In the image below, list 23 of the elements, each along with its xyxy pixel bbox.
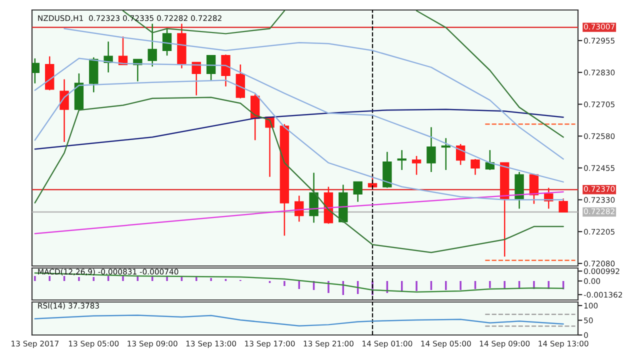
candlestick [441, 138, 450, 171]
candlestick [148, 23, 157, 68]
candlestick [89, 56, 98, 93]
candlestick [32, 58, 40, 84]
line-series [34, 96, 564, 254]
candlestick [60, 78, 69, 143]
line-series [34, 191, 564, 234]
candlestick [514, 171, 524, 210]
candlestick [470, 158, 480, 176]
candlestick [192, 62, 201, 96]
candlestick [221, 54, 230, 88]
candlestick [397, 149, 406, 171]
candlestick [162, 28, 172, 56]
candlestick [426, 126, 436, 173]
candlestick [353, 181, 362, 202]
line-series [34, 314, 564, 326]
candlestick [206, 54, 216, 81]
candlestick [412, 155, 422, 176]
candlestick [236, 64, 246, 100]
line-series [64, 28, 564, 160]
candlestick [309, 172, 318, 224]
candlestick [558, 198, 568, 213]
line-series [34, 80, 564, 200]
